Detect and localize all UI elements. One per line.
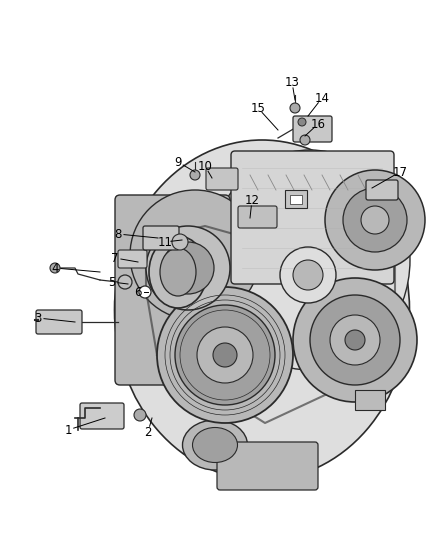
Circle shape bbox=[345, 330, 365, 350]
Circle shape bbox=[157, 287, 293, 423]
Circle shape bbox=[118, 275, 132, 289]
Text: 11: 11 bbox=[158, 236, 173, 248]
FancyBboxPatch shape bbox=[217, 442, 318, 490]
Circle shape bbox=[300, 135, 310, 145]
Text: 10: 10 bbox=[198, 159, 212, 173]
Ellipse shape bbox=[192, 427, 237, 463]
FancyBboxPatch shape bbox=[80, 403, 124, 429]
Circle shape bbox=[50, 263, 60, 273]
Text: 13: 13 bbox=[285, 76, 300, 88]
FancyBboxPatch shape bbox=[231, 151, 394, 284]
Ellipse shape bbox=[114, 140, 410, 480]
Circle shape bbox=[213, 343, 237, 367]
Circle shape bbox=[310, 295, 400, 385]
Text: 15: 15 bbox=[251, 101, 265, 115]
Circle shape bbox=[290, 103, 300, 113]
Text: 2: 2 bbox=[144, 425, 152, 439]
Text: 7: 7 bbox=[111, 252, 119, 264]
Text: 17: 17 bbox=[392, 166, 407, 179]
Circle shape bbox=[293, 278, 417, 402]
FancyBboxPatch shape bbox=[143, 226, 179, 250]
Text: 12: 12 bbox=[244, 193, 259, 206]
Text: 5: 5 bbox=[108, 276, 116, 288]
Ellipse shape bbox=[183, 420, 247, 470]
Circle shape bbox=[293, 260, 323, 290]
FancyBboxPatch shape bbox=[118, 250, 147, 268]
Text: 3: 3 bbox=[34, 311, 42, 325]
FancyBboxPatch shape bbox=[366, 180, 398, 200]
Circle shape bbox=[197, 327, 253, 383]
Circle shape bbox=[298, 118, 306, 126]
Circle shape bbox=[162, 242, 214, 294]
Text: 14: 14 bbox=[314, 92, 329, 104]
Circle shape bbox=[172, 234, 188, 250]
Ellipse shape bbox=[130, 190, 260, 320]
Circle shape bbox=[139, 286, 151, 298]
Circle shape bbox=[134, 409, 146, 421]
Circle shape bbox=[330, 315, 380, 365]
Circle shape bbox=[361, 206, 389, 234]
Circle shape bbox=[280, 247, 336, 303]
FancyBboxPatch shape bbox=[238, 206, 277, 228]
FancyBboxPatch shape bbox=[206, 168, 238, 190]
Bar bbox=[355, 390, 385, 410]
Text: 6: 6 bbox=[134, 286, 142, 298]
Circle shape bbox=[343, 188, 407, 252]
Ellipse shape bbox=[160, 248, 196, 296]
Text: 8: 8 bbox=[114, 228, 122, 240]
Text: 4: 4 bbox=[51, 262, 59, 274]
Circle shape bbox=[175, 305, 275, 405]
Text: 16: 16 bbox=[311, 117, 325, 131]
Bar bbox=[285, 190, 307, 208]
FancyBboxPatch shape bbox=[115, 195, 230, 385]
Ellipse shape bbox=[149, 236, 207, 308]
FancyBboxPatch shape bbox=[293, 116, 332, 142]
Circle shape bbox=[325, 170, 425, 270]
Circle shape bbox=[146, 226, 230, 310]
Circle shape bbox=[190, 170, 200, 180]
Text: 1: 1 bbox=[64, 424, 72, 437]
Ellipse shape bbox=[210, 150, 410, 370]
FancyBboxPatch shape bbox=[36, 310, 82, 334]
Bar bbox=[290, 195, 302, 204]
Text: 9: 9 bbox=[174, 156, 182, 168]
